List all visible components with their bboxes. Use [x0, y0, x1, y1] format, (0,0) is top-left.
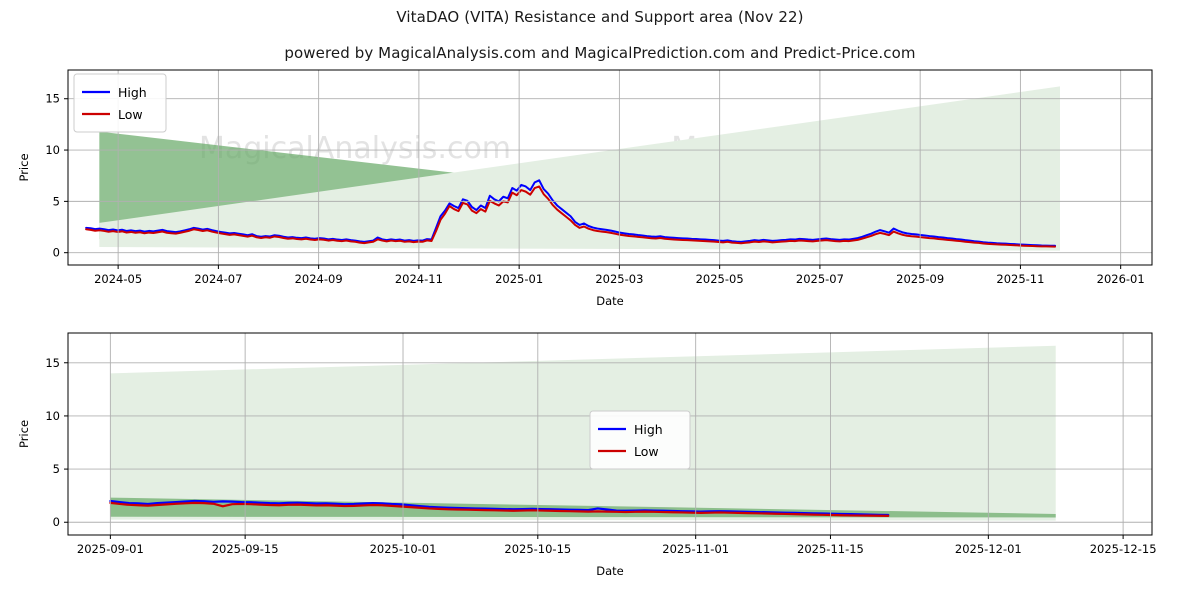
plot-border [67, 69, 1153, 266]
x-tick-label: 2025-10-15 [504, 542, 571, 556]
legend-label-low: Low [634, 444, 659, 459]
chart-legend[interactable]: High Low [589, 410, 691, 470]
x-tick-label: 2025-09 [896, 272, 944, 286]
legend-label-high: High [634, 422, 663, 437]
band-projection-light [110, 345, 1056, 521]
chart-legend[interactable]: High Low [73, 73, 167, 133]
series-line-high [109, 499, 890, 517]
series-line-high [85, 179, 1057, 247]
x-tick-label: 2025-05 [696, 272, 744, 286]
x-tick-label: 2025-09-15 [212, 542, 279, 556]
y-tick-label: 5 [53, 462, 60, 476]
y-axis-label: Price [17, 420, 31, 448]
series-line-low [85, 185, 1057, 248]
x-tick-label: 2024-09 [295, 272, 343, 286]
y-tick-label: 5 [53, 194, 60, 208]
page-subtitle: powered by MagicalAnalysis.com and Magic… [284, 44, 916, 62]
y-tick-label: 15 [45, 92, 60, 106]
top-chart-panel: MagicalAnalysis.comMagicalPrediction.com… [0, 62, 1200, 312]
y-tick-label: 10 [45, 143, 60, 157]
legend-label-high: High [118, 85, 147, 100]
x-tick-label: 2025-11-15 [797, 542, 864, 556]
y-tick-label: 15 [45, 356, 60, 370]
x-tick-label: 2025-07 [796, 272, 844, 286]
y-tick-label: 0 [53, 246, 60, 260]
y-tick-label: 0 [53, 515, 60, 529]
bottom-chart-panel: MagicalAnalysis.comMagicalPrediction.com… [0, 325, 1200, 590]
y-tick-label: 10 [45, 409, 60, 423]
x-tick-label: 2025-01 [495, 272, 543, 286]
x-tick-label: 2025-03 [595, 272, 643, 286]
x-tick-label: 2024-07 [194, 272, 242, 286]
x-tick-label: 2025-10-01 [370, 542, 437, 556]
x-tick-label: 2024-05 [94, 272, 142, 286]
x-tick-label: 2025-11 [996, 272, 1044, 286]
series-line-low [109, 501, 890, 517]
x-tick-label: 2025-11-01 [662, 542, 729, 556]
x-tick-label: 2025-12-15 [1090, 542, 1157, 556]
y-axis-label: Price [17, 153, 31, 181]
x-tick-label: 2024-11 [395, 272, 443, 286]
x-axis-label: Date [596, 294, 624, 308]
x-tick-label: 2025-09-01 [77, 542, 144, 556]
page-title: VitaDAO (VITA) Resistance and Support ar… [396, 8, 804, 26]
x-tick-label: 2026-01 [1097, 272, 1145, 286]
legend-label-low: Low [118, 107, 143, 122]
x-axis-label: Date [596, 564, 624, 578]
x-tick-label: 2025-12-01 [955, 542, 1022, 556]
plot-border [67, 332, 1153, 536]
